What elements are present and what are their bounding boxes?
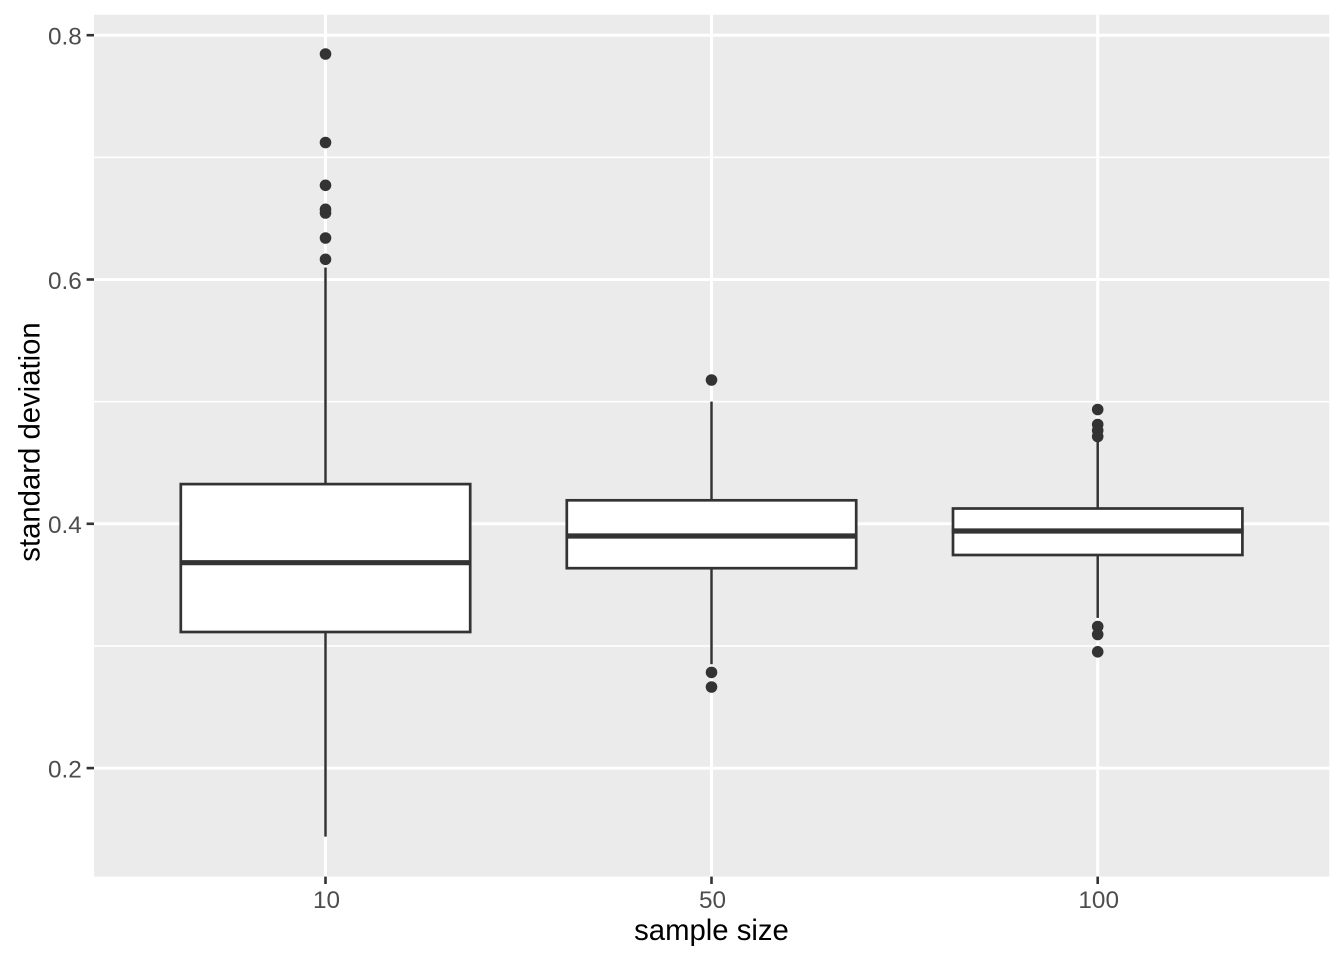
svg-text:0.2: 0.2 <box>48 756 82 783</box>
svg-text:sample size: sample size <box>634 914 789 947</box>
svg-text:0.6: 0.6 <box>48 268 82 295</box>
svg-text:100: 100 <box>1078 887 1119 914</box>
svg-text:standard deviation: standard deviation <box>13 322 46 561</box>
svg-text:10: 10 <box>313 887 340 914</box>
svg-text:0.8: 0.8 <box>48 24 82 51</box>
svg-text:50: 50 <box>699 887 726 914</box>
svg-text:0.4: 0.4 <box>48 512 82 539</box>
